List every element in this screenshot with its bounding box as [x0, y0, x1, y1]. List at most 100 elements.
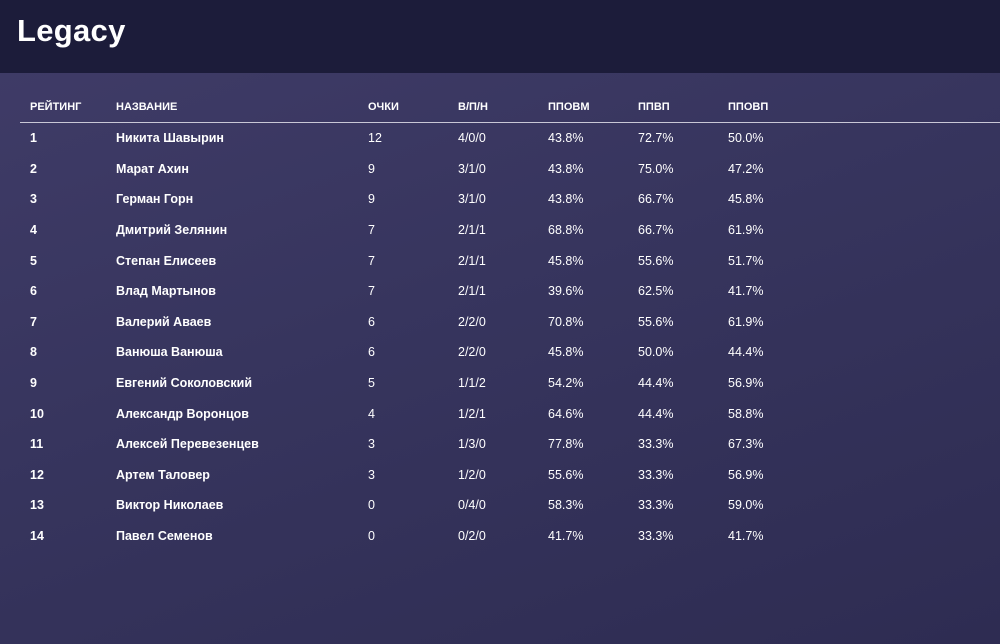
name-cell[interactable]: Виктор Николаев: [116, 498, 224, 513]
table-row[interactable]: 10 Александр Воронцов 4 1/2/1 64.6% 44.4% 58.8…: [20, 398, 1000, 429]
points-cell: 9: [368, 161, 375, 176]
column-header-points[interactable]: ОЧКИ: [358, 100, 448, 123]
rank-cell: 6: [30, 284, 37, 299]
table-row[interactable]: 7 Валерий Аваев 6 2/2/0 70.8% 55.6% 61.9%: [20, 307, 1000, 338]
table-row[interactable]: 13 Виктор Николаев 0 0/4/0 58.3% 33.3% 59.0%: [20, 490, 1000, 521]
name-cell[interactable]: Алексей Перевезенцев: [116, 437, 259, 452]
table-row[interactable]: 5 Степан Елисеев 7 2/1/1 45.8% 55.6% 51.7%: [20, 245, 1000, 276]
points-cell: 4: [368, 406, 375, 421]
ppvp-cell: 33.3%: [638, 498, 674, 513]
table-row[interactable]: 8 Ванюша Ванюша 6 2/2/0 45.8% 50.0% 44.4%: [20, 337, 1000, 368]
ppvp-cell: 50.0%: [638, 345, 674, 360]
name-cell[interactable]: Артем Таловер: [116, 467, 210, 482]
ppvp-cell: 72.7%: [638, 131, 674, 146]
name-cell[interactable]: Никита Шавырин: [116, 131, 224, 146]
points-cell: 0: [368, 529, 375, 544]
ppvp-cell: 44.4%: [638, 376, 674, 391]
points-cell: 7: [368, 253, 375, 268]
wdl-cell: 2/2/0: [458, 345, 486, 360]
rank-cell: 11: [30, 437, 44, 452]
table-row[interactable]: 2 Марат Ахин 9 3/1/0 43.8% 75.0% 47.2%: [20, 154, 1000, 185]
rank-cell: 2: [30, 161, 37, 176]
ppovm-cell: 58.3%: [548, 498, 584, 513]
table-row[interactable]: 11 Алексей Перевезенцев 3 1/3/0 77.8% 33.3% 67…: [20, 429, 1000, 460]
rank-cell: 3: [30, 192, 37, 207]
wdl-cell: 0/4/0: [458, 498, 486, 513]
column-header-ppovp[interactable]: ППОВП: [718, 100, 1000, 123]
ppovp-cell: 67.3%: [728, 437, 764, 452]
name-cell[interactable]: Марат Ахин: [116, 161, 189, 176]
points-cell: 3: [368, 467, 375, 482]
wdl-cell: 3/1/0: [458, 192, 486, 207]
ppovm-cell: 43.8%: [548, 161, 584, 176]
ppovm-cell: 45.8%: [548, 345, 584, 360]
ppvp-cell: 66.7%: [638, 192, 674, 207]
ppovm-cell: 70.8%: [548, 314, 584, 329]
ppovm-cell: 45.8%: [548, 253, 584, 268]
wdl-cell: 1/2/1: [458, 406, 486, 421]
column-header-name[interactable]: НАЗВАНИЕ: [106, 100, 358, 123]
column-header-ppvp[interactable]: ППВП: [628, 100, 718, 123]
points-cell: 12: [368, 131, 382, 146]
ppvp-cell: 33.3%: [638, 467, 674, 482]
ppovp-cell: 47.2%: [728, 161, 764, 176]
ppvp-cell: 62.5%: [638, 284, 674, 299]
ppvp-cell: 44.4%: [638, 406, 674, 421]
rank-cell: 4: [30, 223, 37, 238]
table-row[interactable]: 6 Влад Мартынов 7 2/1/1 39.6% 62.5% 41.7%: [20, 276, 1000, 307]
points-cell: 5: [368, 376, 375, 391]
table-row[interactable]: 14 Павел Семенов 0 0/2/0 41.7% 33.3% 41.7%: [20, 521, 1000, 552]
wdl-cell: 1/2/0: [458, 467, 486, 482]
ppovm-cell: 55.6%: [548, 467, 584, 482]
name-cell[interactable]: Евгений Соколовский: [116, 376, 253, 391]
rank-cell: 12: [30, 467, 44, 482]
ppovm-cell: 54.2%: [548, 376, 584, 391]
ppovm-cell: 64.6%: [548, 406, 584, 421]
wdl-cell: 0/2/0: [458, 529, 486, 544]
ppovm-cell: 68.8%: [548, 223, 584, 238]
points-cell: 6: [368, 314, 375, 329]
name-cell[interactable]: Дмитрий Зелянин: [116, 223, 228, 238]
rank-cell: 8: [30, 345, 37, 360]
page-header: Legacy: [0, 0, 1000, 73]
table-row[interactable]: 9 Евгений Соколовский 5 1/1/2 54.2% 44.4% 56.9…: [20, 368, 1000, 399]
name-cell[interactable]: Павел Семенов: [116, 529, 213, 544]
ppovm-cell: 43.8%: [548, 131, 584, 146]
rank-cell: 14: [30, 529, 44, 544]
table-row[interactable]: 1 Никита Шавырин 12 4/0/0 43.8% 72.7% 50.0%: [20, 123, 1000, 154]
ppovp-cell: 61.9%: [728, 223, 764, 238]
table-row[interactable]: 12 Артем Таловер 3 1/2/0 55.6% 33.3% 56.9%: [20, 460, 1000, 491]
table-row[interactable]: 3 Герман Горн 9 3/1/0 43.8% 66.7% 45.8%: [20, 184, 1000, 215]
wdl-cell: 1/1/2: [458, 376, 486, 391]
ppovp-cell: 56.9%: [728, 376, 764, 391]
ppovp-cell: 58.8%: [728, 406, 764, 421]
ppvp-cell: 33.3%: [638, 437, 674, 452]
standings-table: РЕЙТИНГ НАЗВАНИЕ ОЧКИ В/П/Н ППОВМ ППВП П…: [20, 100, 1000, 551]
ppovp-cell: 44.4%: [728, 345, 764, 360]
name-cell[interactable]: Степан Елисеев: [116, 253, 217, 268]
name-cell[interactable]: Герман Горн: [116, 192, 194, 207]
points-cell: 7: [368, 284, 375, 299]
column-header-rank[interactable]: РЕЙТИНГ: [20, 100, 106, 123]
points-cell: 6: [368, 345, 375, 360]
ppovp-cell: 41.7%: [728, 284, 764, 299]
ppvp-cell: 75.0%: [638, 161, 674, 176]
ppovp-cell: 50.0%: [728, 131, 764, 146]
name-cell[interactable]: Ванюша Ванюша: [116, 345, 223, 360]
column-header-wdl[interactable]: В/П/Н: [448, 100, 538, 123]
name-cell[interactable]: Валерий Аваев: [116, 314, 212, 329]
rank-cell: 13: [30, 498, 44, 513]
name-cell[interactable]: Александр Воронцов: [116, 406, 249, 421]
points-cell: 0: [368, 498, 375, 513]
points-cell: 3: [368, 437, 375, 452]
ppovp-cell: 45.8%: [728, 192, 764, 207]
table-row[interactable]: 4 Дмитрий Зелянин 7 2/1/1 68.8% 66.7% 61.9%: [20, 215, 1000, 246]
page-title: Legacy: [17, 13, 126, 48]
column-header-ppovm[interactable]: ППОВМ: [538, 100, 628, 123]
name-cell[interactable]: Влад Мартынов: [116, 284, 216, 299]
wdl-cell: 4/0/0: [458, 131, 486, 146]
ppovm-cell: 41.7%: [548, 529, 584, 544]
rank-cell: 9: [30, 376, 37, 391]
rank-cell: 1: [30, 131, 37, 146]
rank-cell: 5: [30, 253, 37, 268]
